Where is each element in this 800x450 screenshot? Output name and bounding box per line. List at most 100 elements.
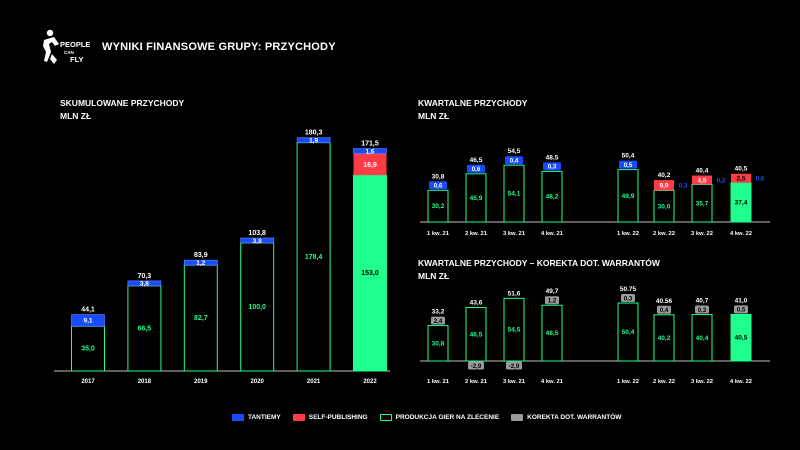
bar-produkcja [541,170,563,223]
bar-value-self-publishing: 4,5 [697,177,706,184]
bar-produkcja [617,169,639,223]
bar-value-self-publishing: 2,5 [736,176,745,183]
bar-produkcja [353,174,387,372]
bar-value-self-publishing: 16,9 [363,162,377,169]
bar-total-label: 51,6 [508,290,521,297]
x-tick-label: 1 kw. 21 [427,231,450,237]
x-tick-label: 4 kw. 21 [541,379,564,385]
bar-value-korekta-chip [734,305,748,314]
bar-self-publishing [692,175,712,185]
bar-value-przychody: 48,5 [546,330,559,337]
quarterly-chart-title: KWARTALNE PRZYCHODY MLN ZŁ [418,97,527,123]
legend-swatch [232,413,244,421]
legend-label: TANTIEMY [248,413,281,421]
bar-total-label: 40,5 [735,166,748,173]
bar-value-korekta: 0,4 [660,307,669,314]
bar-total-label: 49,7 [546,288,559,295]
bar-value-tantiemy: 0,3 [548,164,557,171]
bar-value-self-publishing: 9,9 [659,183,668,190]
bar-value-produkcja: 30,0 [658,203,671,210]
cumulative-chart-title: SKUMULOWANE PRZYCHODY MLN ZŁ [60,97,184,123]
bar-przychody [653,314,675,362]
bar-total-label: 44,1 [81,307,95,314]
bar-value-korekta-chip [695,305,709,314]
bar-value-korekta: 0,3 [624,295,633,302]
bar-produkcja [427,189,449,223]
bar-value-produkcja: 35,7 [696,200,709,207]
bar-total-label: 171,5 [361,141,379,148]
bar-value-korekta-chip [506,361,522,370]
bar-self-publishing [654,180,674,191]
bar-tantiemy [353,148,387,154]
bar-value-tantiemy: 0,2 [717,177,726,184]
bar-total-label: 83,9 [194,252,208,259]
legend: TANTIEMY SELF-PUBLISHING PRODUKCJA GIER NA… [232,410,621,424]
x-tick-label: 3 kw. 21 [503,231,526,237]
bar-value-tantiemy-chip [505,156,523,165]
bar-value-produkcja: 35,0 [81,346,95,353]
bar-tantiemy [296,137,331,143]
bar-value-produkcja: 48,2 [546,194,559,201]
bar-value-tantiemy: 1,6 [365,148,374,155]
bar-self-publishing [731,173,751,183]
header: PEOPLE CAN FLY WYNIKI FINANSOWE GRUPY: P… [0,0,800,80]
bar-value-korekta-chip [545,296,559,305]
bar-value-produkcja: 100,0 [248,304,266,311]
bar-total-label: 103,8 [248,230,266,237]
bar-total-label: 54,5 [508,148,521,155]
bar-total-label: 30,8 [432,173,445,180]
legend-item-korekta: KOREKTA DOT. WARRANTÓW [511,413,621,421]
chart-title: SKUMULOWANE PRZYCHODY [60,98,185,108]
bar-total-label: 46,5 [470,157,483,164]
x-tick-label: 2 kw. 22 [653,379,675,385]
bar-value-przychody: 50,4 [622,329,635,336]
quarterly-adjusted-chart-title: KWARTALNE PRZYCHODY – KOREKTA DOT. WARRA… [418,257,660,283]
legend-item-produkcja: PRODUKCJA GIER NA ZLECENIE [379,413,499,421]
x-tick-label: 2018 [138,379,152,385]
bar-value-tantiemy: 0,6 [472,166,481,173]
legend-swatch [379,413,392,421]
bar-value-tantiemy: 3,8 [253,238,262,245]
bar-value-produkcja: 82,7 [194,315,208,322]
x-tick-label: 4 kw. 22 [730,379,752,385]
bar-value-korekta: -2,9 [509,363,520,370]
chart-unit: MLN ZŁ [418,111,450,121]
bar-total-label: 70,3 [138,273,152,280]
bar-value-przychody: 40,5 [735,335,748,342]
bar-total-label: 40,7 [696,298,709,305]
bar-przychody [503,297,525,362]
bar-total-label: 40.56 [656,298,673,305]
legend-item-self-publishing: SELF-PUBLISHING [292,413,368,421]
chart-title: KWARTALNE PRZYCHODY – KOREKTA DOT. WARRA… [418,258,660,268]
bar-total-label: 50,4 [622,153,635,160]
bar-self-publishing [353,153,387,176]
bar-value-korekta: 2,4 [434,318,443,325]
x-tick-label: 3 kw. 21 [503,379,526,385]
bar-value-korekta: 0,5 [737,307,746,314]
x-tick-label: 2 kw. 21 [465,231,488,237]
bar-total-label: 43,6 [470,300,483,307]
bar-value-tantiemy: 1,9 [309,137,318,144]
bar-przychody [541,304,563,362]
bar-value-korekta-chip [621,294,635,303]
svg-text:CAN: CAN [64,50,74,55]
bar-value-produkcja: 54,1 [508,191,521,198]
x-tick-label: 1 kw. 22 [617,379,639,385]
bar-value-tantiemy: 3,8 [140,281,149,288]
bar-value-tantiemy: 9,1 [83,318,92,325]
bar-przychody [730,313,752,362]
x-tick-label: 4 kw. 21 [541,231,564,237]
bar-przychody [427,325,449,362]
bar-value-produkcja: 49,9 [622,193,635,200]
bar-przychody [465,307,487,362]
x-tick-label: 2 kw. 22 [653,231,675,237]
page-title: WYNIKI FINANSOWE GRUPY: PRZYCHODY [102,41,336,53]
bar-value-korekta-chip [468,361,484,370]
bar-total-label: 180,3 [305,130,323,137]
bar-value-tantiemy: 1,2 [196,260,205,267]
bar-value-tantiemy: 0,6 [756,176,765,183]
chart-title: KWARTALNE PRZYCHODY [418,98,528,108]
bar-value-korekta: 1,2 [548,298,557,305]
legend-item-tantiemy: TANTIEMY [232,413,281,421]
bar-tantiemy [184,259,218,266]
